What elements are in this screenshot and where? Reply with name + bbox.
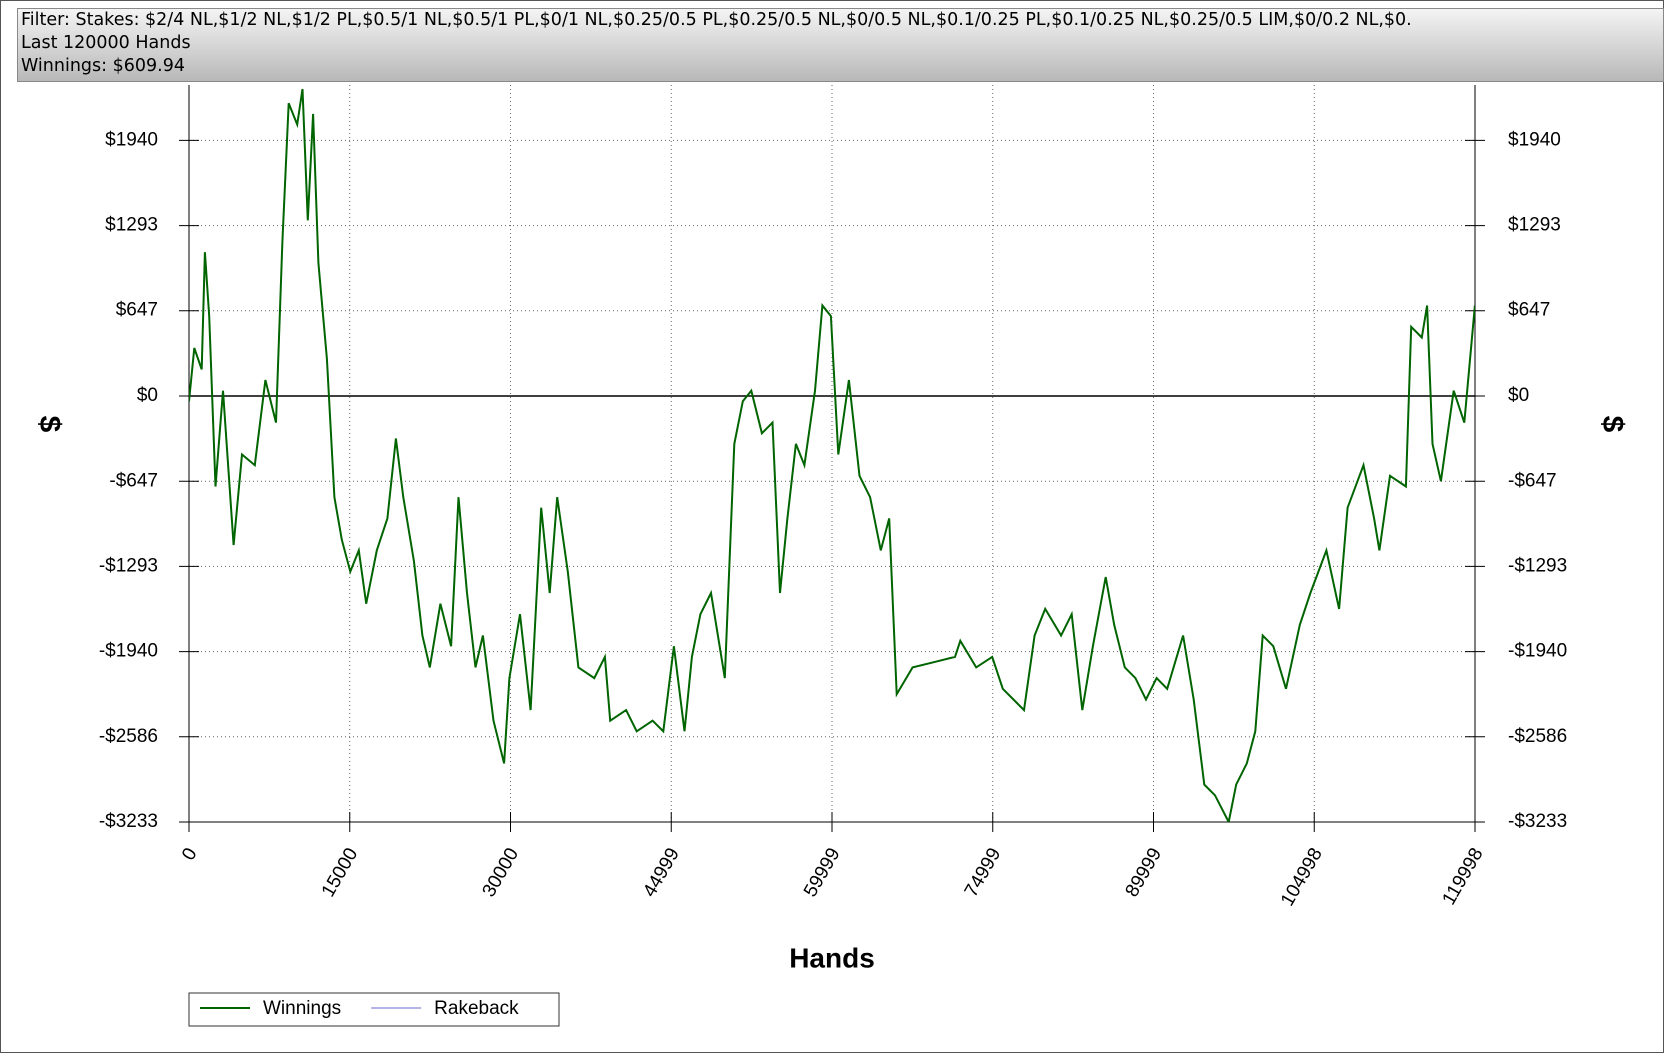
- legend-box: [188, 992, 560, 1027]
- winnings-text: Winnings: $609.94: [21, 56, 185, 76]
- y-axis-label: $: [33, 416, 66, 433]
- y-tick-label: -$1940: [99, 641, 158, 662]
- y2-tick-label: -$2586: [1508, 726, 1567, 747]
- y2-axis-label: $: [1596, 416, 1629, 433]
- y-tick-label: $647: [116, 300, 158, 321]
- legend-label: Rakeback: [434, 998, 519, 1019]
- filter-text: Filter: Stakes: $2/4 NL,$1/2 NL,$1/2 PL,…: [21, 10, 1412, 30]
- hands-text: Last 120000 Hands: [21, 33, 191, 53]
- y2-tick-label: $647: [1508, 300, 1550, 321]
- y2-tick-label: -$1293: [1508, 555, 1567, 576]
- y-tick-label: -$1293: [99, 555, 158, 576]
- y-tick-label: -$647: [109, 470, 158, 491]
- legend-label: Winnings: [263, 998, 341, 1019]
- y-tick-label: -$3233: [99, 811, 158, 832]
- series-line: [189, 88, 1475, 822]
- y2-tick-label: $1940: [1508, 129, 1561, 150]
- x-axis-label: Hands: [789, 942, 875, 973]
- y-tick-label: $1293: [105, 215, 158, 236]
- y-tick-label: $0: [137, 385, 158, 406]
- y2-tick-label: -$3233: [1508, 811, 1567, 832]
- y2-tick-label: -$1940: [1508, 641, 1567, 662]
- y2-tick-label: $1293: [1508, 215, 1561, 236]
- y-tick-label: $1940: [105, 129, 158, 150]
- y-tick-label: -$2586: [99, 726, 158, 747]
- y2-tick-label: $0: [1508, 385, 1529, 406]
- y2-tick-label: -$647: [1508, 470, 1557, 491]
- header: Filter: Stakes: $2/4 NL,$1/2 NL,$1/2 PL,…: [17, 8, 1664, 82]
